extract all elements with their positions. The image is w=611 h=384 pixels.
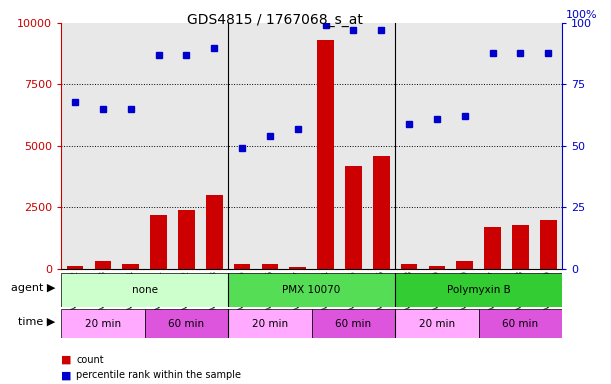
Text: ■: ■ xyxy=(61,370,71,380)
Bar xyxy=(312,309,395,338)
Text: 60 min: 60 min xyxy=(168,318,205,329)
Text: count: count xyxy=(76,355,104,365)
Bar xyxy=(373,156,390,269)
Text: 60 min: 60 min xyxy=(335,318,371,329)
Bar xyxy=(145,309,228,338)
Bar xyxy=(178,210,195,269)
Bar xyxy=(345,166,362,269)
Bar xyxy=(262,264,278,269)
Bar xyxy=(67,266,83,269)
Text: ■: ■ xyxy=(61,355,71,365)
Bar xyxy=(150,215,167,269)
Text: agent ▶: agent ▶ xyxy=(10,283,55,293)
Bar xyxy=(228,309,312,338)
Bar xyxy=(540,220,557,269)
Bar xyxy=(61,309,145,338)
Bar xyxy=(61,273,228,307)
Bar xyxy=(290,267,306,269)
Text: none: none xyxy=(131,285,158,295)
Text: PMX 10070: PMX 10070 xyxy=(282,285,341,295)
Text: 20 min: 20 min xyxy=(252,318,288,329)
Bar xyxy=(228,273,395,307)
Text: 60 min: 60 min xyxy=(502,318,538,329)
Bar xyxy=(456,262,473,269)
Bar xyxy=(478,309,562,338)
Text: GDS4815 / 1767068_s_at: GDS4815 / 1767068_s_at xyxy=(187,13,363,27)
Bar xyxy=(206,195,222,269)
Text: 20 min: 20 min xyxy=(419,318,455,329)
Bar xyxy=(233,264,251,269)
Bar xyxy=(512,225,529,269)
Bar xyxy=(95,262,111,269)
Bar xyxy=(122,264,139,269)
Bar xyxy=(395,309,478,338)
Bar xyxy=(428,266,445,269)
Text: 100%: 100% xyxy=(566,10,598,20)
Bar xyxy=(401,264,417,269)
Text: percentile rank within the sample: percentile rank within the sample xyxy=(76,370,241,380)
Text: 20 min: 20 min xyxy=(85,318,121,329)
Bar xyxy=(484,227,501,269)
Text: time ▶: time ▶ xyxy=(18,316,55,327)
Bar xyxy=(317,40,334,269)
Text: Polymyxin B: Polymyxin B xyxy=(447,285,511,295)
Bar xyxy=(395,273,562,307)
